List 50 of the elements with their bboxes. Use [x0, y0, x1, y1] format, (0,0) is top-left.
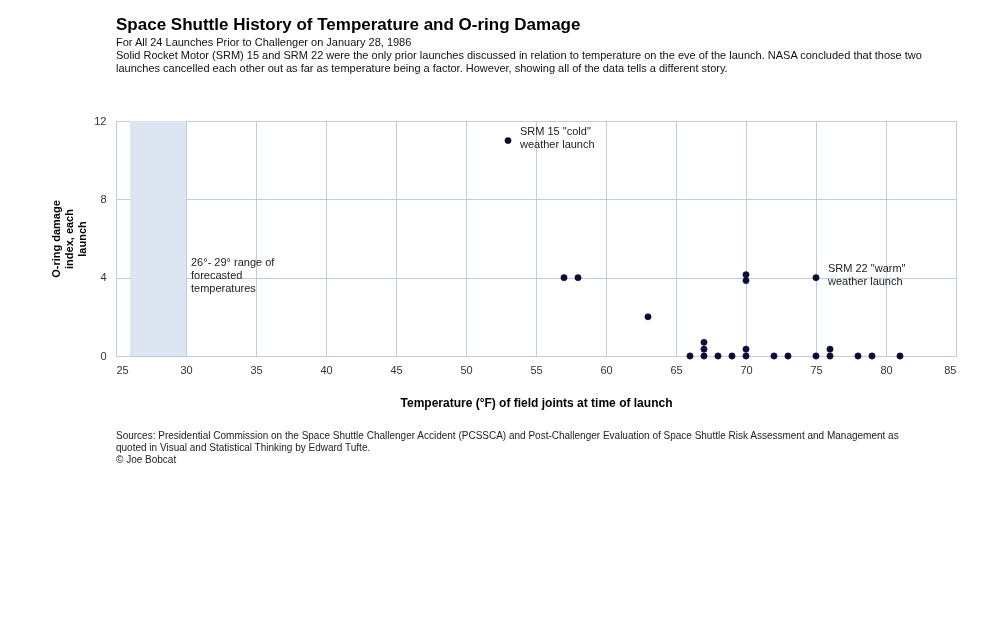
point [742, 352, 750, 360]
x-tick-label: 75 [810, 363, 823, 376]
x-tick-label: 70 [740, 363, 753, 376]
point [826, 345, 834, 353]
y-tick-label: 0 [100, 349, 107, 362]
x-tick-label: 50 [460, 363, 473, 376]
chart-subtitle: For All 24 Launches Prior to Challenger on January 28, 1986 [116, 36, 412, 48]
x-tick-label: 30 [180, 363, 193, 376]
y-axis-title: O-ring damage index, each launch [50, 200, 89, 278]
point [742, 271, 750, 279]
annotation: SRM 22 "warm" weather launch [827, 261, 906, 287]
point [700, 352, 708, 360]
point [700, 338, 708, 346]
point [700, 345, 708, 353]
source-note: Sources: Presidential Commission on the Space Shuttle Challenger Accident (PCSSCA) and Post-Challenger Evaluation of Space Shuttle Risk Assessment and Management as quoted in Visual and Statistical Thinking by Edward Tufte. [116, 430, 899, 453]
x-tick-label: 45 [390, 363, 403, 376]
y-tick-label: 4 [100, 271, 107, 284]
point [896, 352, 904, 360]
x-tick-label: 80 [880, 363, 893, 376]
point [644, 313, 652, 321]
y-tick-label: 12 [94, 114, 107, 127]
point [728, 352, 736, 360]
chart-title: Space Shuttle History of Temperature and O-ring Damage [116, 15, 581, 34]
point [560, 274, 568, 282]
band-label: 26°- 29° range of forecasted temperatures [191, 256, 276, 295]
text: © Joe Bobcat [116, 454, 177, 465]
point [714, 352, 722, 360]
point [812, 352, 820, 360]
point [686, 352, 694, 360]
point [784, 352, 792, 360]
x-tick-label: 55 [530, 363, 543, 376]
x-tick-label: 60 [600, 363, 613, 376]
x-tick-label: 40 [320, 363, 333, 376]
x-tick-label: 85 [944, 363, 957, 376]
point [770, 352, 778, 360]
point [826, 352, 834, 360]
point [504, 137, 512, 144]
point [742, 345, 750, 353]
point [854, 352, 862, 360]
x-axis-title: Temperature (°F) of field joints at time of launch [400, 395, 673, 410]
point [812, 274, 820, 282]
x-tick-label: 25 [116, 363, 129, 376]
annotation: SRM 15 "cold" weather launch [519, 124, 595, 150]
point [574, 274, 582, 282]
text: Solid Rocket Motor (SRM) 15 and SRM 22 were the only prior launches discussed in relation to temperature on the eve of the launch. NASA concluded that those two launches cancelled each other out as far as temperature being a factor. However, showing all of the data tells a different story. [116, 49, 922, 74]
x-tick-label: 35 [250, 363, 263, 376]
y-tick-label: 8 [100, 192, 107, 205]
point [742, 277, 750, 285]
x-tick-label: 65 [670, 363, 683, 376]
point [868, 352, 876, 360]
